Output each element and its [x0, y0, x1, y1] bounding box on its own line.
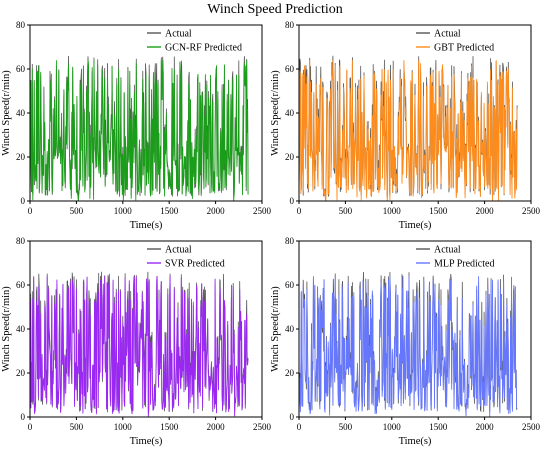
y-axis-label: Winch Speed(r/min)	[1, 70, 12, 156]
y-tick-label: 40	[285, 324, 295, 334]
y-tick-label: 60	[285, 280, 295, 290]
x-tick-label: 2500	[522, 206, 541, 216]
x-axis-label: Time(s)	[399, 220, 432, 231]
x-tick-label: 0	[28, 422, 33, 432]
x-tick-label: 2000	[476, 206, 495, 216]
y-tick-label: 20	[285, 152, 295, 162]
y-tick-label: 0	[290, 196, 295, 206]
x-tick-label: 500	[339, 206, 353, 216]
y-tick-label: 20	[16, 368, 26, 378]
x-tick-label: 1500	[160, 206, 179, 216]
legend-label: Actual	[165, 245, 192, 256]
chart-panel-4: 0 500 1000 1500 2000 2500 0 20 40 60 80 Time(s) Winc…	[270, 236, 541, 447]
legend-label: GBT Predicted	[434, 43, 494, 54]
legend-label: SVR Predicted	[165, 259, 225, 270]
y-axis-label: Winch Speed(r/min)	[270, 70, 281, 156]
x-tick-label: 500	[70, 206, 84, 216]
x-tick-label: 1000	[114, 422, 133, 432]
x-tick-label: 2000	[207, 422, 226, 432]
x-axis-label: Time(s)	[130, 220, 163, 231]
y-tick-label: 40	[285, 108, 295, 118]
legend-label: Actual	[434, 245, 461, 256]
y-tick-label: 20	[285, 368, 295, 378]
x-tick-label: 2000	[476, 422, 495, 432]
x-tick-label: 1500	[429, 206, 448, 216]
y-tick-label: 20	[16, 152, 26, 162]
y-tick-label: 80	[285, 20, 295, 30]
x-tick-label: 0	[297, 422, 302, 432]
y-tick-label: 60	[16, 280, 26, 290]
x-tick-label: 500	[339, 422, 353, 432]
chart-panel-1: 0 500 1000 1500 2000 2500 0 20 40 60 80 Time(s) Winc…	[1, 20, 272, 231]
y-tick-label: 40	[16, 324, 26, 334]
x-tick-label: 1000	[383, 206, 402, 216]
y-axis-label: Winch Speed(r/min)	[1, 286, 12, 372]
series-line-predicted	[29, 60, 249, 202]
x-tick-label: 500	[70, 422, 84, 432]
x-axis-label: Time(s)	[130, 436, 163, 447]
y-tick-label: 0	[21, 412, 26, 422]
x-tick-label: 2500	[253, 206, 272, 216]
legend-label: GCN-RF Predicted	[165, 43, 242, 54]
x-tick-label: 2500	[253, 422, 272, 432]
x-tick-label: 1000	[114, 206, 133, 216]
x-axis-label: Time(s)	[399, 436, 432, 447]
y-tick-label: 0	[21, 196, 26, 206]
x-tick-label: 2000	[207, 206, 226, 216]
y-tick-label: 60	[285, 64, 295, 74]
series-line-predicted	[29, 276, 249, 417]
y-tick-label: 0	[290, 412, 295, 422]
legend-label: Actual	[434, 29, 461, 40]
y-axis-label: Winch Speed(r/min)	[270, 286, 281, 372]
x-tick-label: 2500	[522, 422, 541, 432]
x-tick-label: 1500	[429, 422, 448, 432]
x-tick-label: 0	[297, 206, 302, 216]
figure-title: Winch Speed Prediction	[207, 2, 343, 17]
series-line-predicted	[298, 276, 518, 417]
y-tick-label: 80	[285, 236, 295, 246]
series-line-predicted	[298, 60, 518, 203]
x-tick-label: 1500	[160, 422, 179, 432]
chart-panel-3: 0 500 1000 1500 2000 2500 0 20 40 60 80 Time(s) Winc…	[1, 236, 272, 447]
y-tick-label: 60	[16, 64, 26, 74]
y-tick-label: 80	[16, 236, 26, 246]
x-tick-label: 0	[28, 206, 33, 216]
chart-panel-2: 0 500 1000 1500 2000 2500 0 20 40 60 80 Time(s) Winc…	[270, 20, 541, 231]
y-tick-label: 40	[16, 108, 26, 118]
x-tick-label: 1000	[383, 422, 402, 432]
legend-label: Actual	[165, 29, 192, 40]
legend-label: MLP Predicted	[434, 259, 494, 270]
y-tick-label: 80	[16, 20, 26, 30]
